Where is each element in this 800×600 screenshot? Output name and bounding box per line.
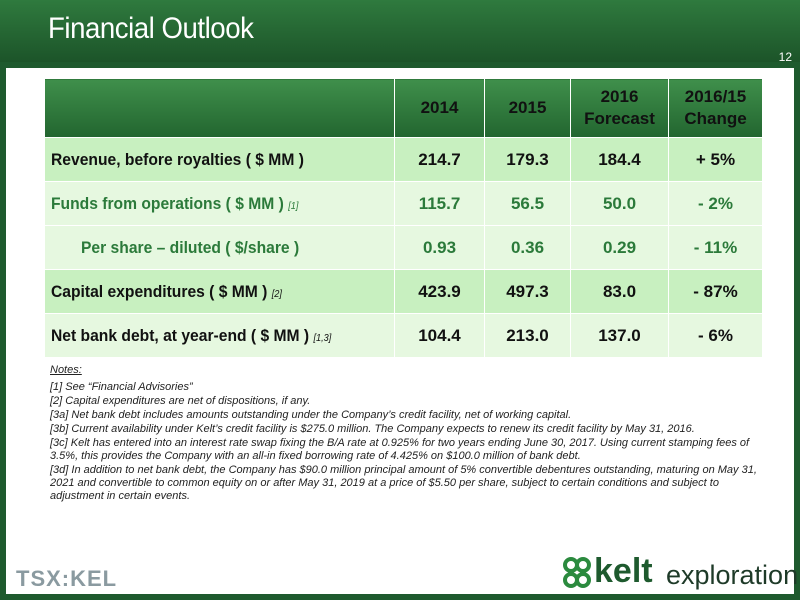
row-label: Net bank debt, at year-end ( $ MM ) [1,3… bbox=[44, 313, 395, 358]
cell-value: 83.0 bbox=[570, 269, 669, 314]
financial-table: 2014 2015 2016 Forecast 2016/15 Change Rev… bbox=[44, 78, 763, 358]
row-label: Per share – diluted ( $/share ) bbox=[44, 225, 395, 270]
row-label: Funds from operations ( $ MM ) [1] bbox=[44, 181, 395, 226]
note-item: [1] See “Financial Advisories” bbox=[50, 381, 193, 393]
notes-heading: Notes: bbox=[50, 364, 82, 376]
row-label: Capital expenditures ( $ MM ) [2] bbox=[44, 269, 395, 314]
note-item: [3d] In addition to net bank debt, the C… bbox=[50, 464, 757, 502]
kelt-knot-icon bbox=[563, 557, 591, 588]
cell-value: 0.36 bbox=[484, 225, 571, 270]
table-row: Capital expenditures ( $ MM ) [2] 423.9 … bbox=[44, 269, 763, 314]
page-number: 12 bbox=[778, 50, 792, 64]
brand-logo-suffix: exploration bbox=[666, 560, 799, 590]
cell-value: 213.0 bbox=[484, 313, 571, 358]
table-row: Per share – diluted ( $/share ) 0.93 0.3… bbox=[44, 225, 763, 270]
table-header-row: 2014 2015 2016 Forecast 2016/15 Change bbox=[44, 78, 763, 138]
cell-value: + 5% bbox=[668, 137, 763, 182]
table-row: Revenue, before royalties ( $ MM ) 214.7… bbox=[44, 137, 763, 182]
cell-value: 184.4 bbox=[570, 137, 669, 182]
column-header: 2016 Forecast bbox=[570, 78, 669, 138]
row-label: Revenue, before royalties ( $ MM ) bbox=[44, 137, 395, 182]
content-panel: 2014 2015 2016 Forecast 2016/15 Change Rev… bbox=[6, 68, 798, 594]
table-row: Funds from operations ( $ MM ) [1] 115.7… bbox=[44, 181, 763, 226]
footnote-ref: [1] bbox=[288, 200, 299, 212]
cell-value: 214.7 bbox=[394, 137, 485, 182]
column-header: 2016/15 Change bbox=[668, 78, 763, 138]
cell-value: 104.4 bbox=[394, 313, 485, 358]
cell-value: 497.3 bbox=[484, 269, 571, 314]
notes-section: Notes: [1] See “Financial Advisories” [2… bbox=[50, 364, 760, 504]
cell-value: 56.5 bbox=[484, 181, 571, 226]
brand-logo-text: kelt bbox=[594, 552, 653, 590]
column-header: 2015 bbox=[484, 78, 571, 138]
cell-value: 179.3 bbox=[484, 137, 571, 182]
cell-value: - 11% bbox=[668, 225, 763, 270]
tsx-logo: TSX:KEL bbox=[16, 566, 118, 591]
cell-value: - 87% bbox=[668, 269, 763, 314]
footnote-ref: [1,3] bbox=[313, 332, 332, 344]
cell-value: 115.7 bbox=[394, 181, 485, 226]
cell-value: - 6% bbox=[668, 313, 763, 358]
slide-header: Financial Outlook 12 bbox=[0, 0, 800, 64]
table-row: Net bank debt, at year-end ( $ MM ) [1,3… bbox=[44, 313, 763, 358]
cell-value: 0.29 bbox=[570, 225, 669, 270]
column-header: 2014 bbox=[394, 78, 485, 138]
note-item: [3b] Current availability under Kelt’s c… bbox=[50, 423, 695, 435]
note-item: [3a] Net bank debt includes amounts outs… bbox=[50, 409, 572, 421]
cell-value: 0.93 bbox=[394, 225, 485, 270]
slide-title: Financial Outlook bbox=[48, 12, 254, 45]
cell-value: 137.0 bbox=[570, 313, 669, 358]
header-blank bbox=[44, 78, 395, 138]
cell-value: 423.9 bbox=[394, 269, 485, 314]
note-item: [3c] Kelt has entered into an interest r… bbox=[50, 437, 750, 462]
cell-value: 50.0 bbox=[570, 181, 669, 226]
note-item: [2] Capital expenditures are net of disp… bbox=[50, 395, 311, 407]
cell-value: - 2% bbox=[668, 181, 763, 226]
footnote-ref: [2] bbox=[271, 288, 282, 300]
